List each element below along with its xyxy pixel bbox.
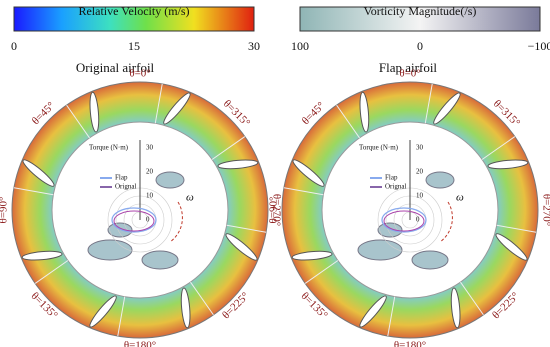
inset-tick-label: 20 (146, 168, 154, 176)
wake (155, 171, 185, 189)
inset-axis-label: Torque (N·m) (359, 144, 399, 152)
blade (21, 250, 63, 261)
torque-curve (383, 210, 425, 232)
blade (291, 250, 333, 261)
sector-divider (226, 224, 267, 233)
blade (89, 91, 100, 133)
colorbar-tick-label: 30 (248, 39, 260, 53)
blade (225, 233, 258, 261)
blade (163, 92, 191, 125)
angle-label: θ=0° (129, 68, 150, 80)
inset-tick-label: 0 (416, 216, 420, 224)
colorbar-tick-label: 15 (128, 39, 140, 53)
inset-tick-label: 20 (416, 168, 424, 176)
sector-divider (117, 296, 126, 337)
colorbar-tick-label: −100 (528, 39, 550, 53)
torque-curve (381, 207, 427, 233)
sector-divider (481, 136, 516, 160)
colorbar-title: Relative Velocity (m/s) (78, 4, 189, 18)
colorbar (13, 6, 255, 32)
panel-title: Original airfoil (76, 60, 155, 75)
sector-divider (424, 83, 433, 124)
inset-tick-label: 30 (416, 144, 424, 152)
legend-label: Orignal (385, 183, 406, 191)
colorbar-title: Vorticity Magnitude(/s) (364, 4, 477, 18)
sector-divider (34, 260, 69, 284)
blade (359, 91, 370, 133)
blade (495, 233, 528, 261)
rotation-arrow (169, 201, 183, 243)
sector-divider (13, 187, 54, 196)
blade (292, 159, 325, 187)
torque-curve (111, 207, 157, 233)
blade (217, 159, 259, 170)
angle-label: θ=270° (540, 194, 550, 226)
wake (411, 250, 449, 270)
colorbar-tick-label: 0 (417, 39, 423, 53)
blade (22, 159, 55, 187)
sector-divider (496, 224, 537, 233)
blade (359, 295, 387, 328)
torque-curve (113, 210, 155, 232)
omega-label: ω (186, 192, 194, 204)
blade (450, 287, 461, 329)
inset-axis-label: Torque (N·m) (89, 144, 129, 152)
sector-divider (154, 83, 163, 124)
blade (433, 92, 461, 125)
sector-divider (211, 136, 246, 160)
colorbar-tick-label: 100 (291, 39, 309, 53)
sector-divider (460, 281, 484, 316)
sector-divider (190, 281, 214, 316)
omega-label: ω (456, 192, 464, 204)
sector-divider (387, 296, 396, 337)
wake (141, 250, 179, 270)
panel-title: Flap airfoil (379, 60, 438, 75)
sector-divider (66, 104, 90, 139)
blade (89, 295, 117, 328)
wake (357, 239, 403, 261)
inset-tick-label: 10 (416, 192, 424, 200)
legend-label: Flap (385, 174, 398, 182)
sector-divider (336, 104, 360, 139)
inset-tick-label: 10 (146, 192, 154, 200)
inset-tick-label: 30 (146, 144, 154, 152)
angle-label: θ=90° (0, 197, 10, 224)
colorbar (299, 6, 541, 32)
rotation-arrow (439, 201, 453, 243)
angle-label: θ=270° (270, 194, 282, 226)
legend-label: Flap (115, 174, 128, 182)
legend-label: Orignal (115, 183, 136, 191)
wake (377, 222, 403, 238)
wake (87, 239, 133, 261)
angle-label: θ=0° (399, 68, 420, 80)
inset-tick-label: 0 (146, 216, 150, 224)
blade (180, 287, 191, 329)
angle-label: θ=180° (124, 340, 156, 347)
angle-label: θ=90° (268, 197, 280, 224)
colorbar-tick-label: 0 (11, 39, 17, 53)
wake (107, 222, 133, 238)
angle-label: θ=180° (394, 340, 426, 347)
sector-divider (283, 187, 324, 196)
wake (425, 171, 455, 189)
sector-divider (304, 260, 339, 284)
blade (487, 159, 529, 170)
